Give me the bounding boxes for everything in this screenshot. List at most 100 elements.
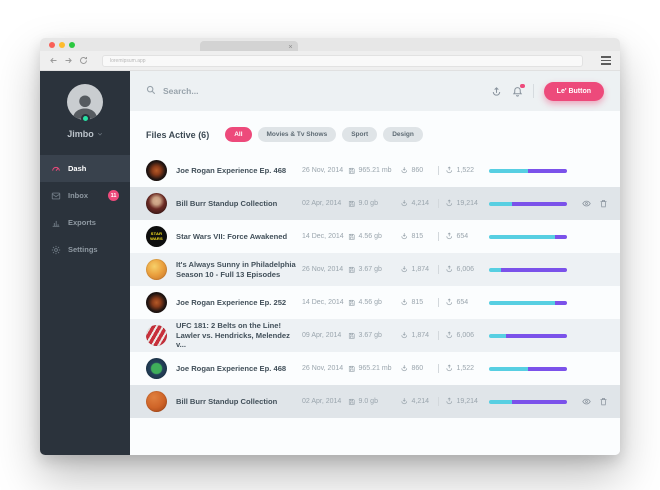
top-header: Le' Button — [130, 71, 620, 111]
table-row[interactable]: Star Wars VII: Force Awakened 14 Dec, 20… — [130, 220, 620, 253]
progress-bar — [489, 366, 567, 371]
sidebar-item-inbox[interactable]: Inbox 11 — [40, 182, 130, 209]
progress-bar — [489, 399, 567, 404]
row-size: 9.0 gb — [358, 398, 378, 405]
table-row[interactable]: Joe Rogan Experience Ep. 468 26 Nov, 201… — [130, 154, 620, 187]
row-downloads: 1,874 — [411, 332, 430, 339]
progress-remaining — [500, 267, 567, 272]
filter-pill-movies-tv[interactable]: Movies & Tv Shows — [257, 127, 337, 142]
window-controls — [49, 42, 75, 48]
tab-close-icon[interactable] — [288, 44, 293, 49]
forward-icon[interactable] — [64, 56, 73, 65]
row-downloads: 4,214 — [411, 200, 430, 207]
row-downloads: 1,874 — [411, 266, 430, 273]
progress-bar — [489, 234, 567, 239]
files-active-label: Files Active (6) — [146, 129, 210, 140]
row-date: 26 Nov, 2014 — [302, 167, 344, 174]
le-button[interactable]: Le' Button — [543, 81, 604, 101]
disk-icon — [348, 398, 356, 406]
notification-dot — [520, 83, 525, 88]
table-row[interactable]: It's Always Sunny in Philadelphia Season… — [130, 253, 620, 286]
progress-downloaded — [489, 234, 555, 239]
filter-pill-all[interactable]: All — [225, 127, 252, 142]
download-icon — [400, 232, 409, 241]
table-row[interactable]: Bill Burr Standup Collection 02 Apr, 201… — [130, 385, 620, 418]
gauge-icon — [51, 164, 61, 174]
download-icon — [400, 199, 409, 208]
sidebar-item-settings[interactable]: Settings — [40, 236, 130, 263]
row-downloads: 815 — [411, 233, 424, 240]
browser-tab[interactable] — [200, 41, 298, 51]
upload-cloud-icon[interactable] — [491, 86, 502, 97]
row-date: 02 Apr, 2014 — [302, 398, 342, 405]
browser-toolbar: loremipsum.app — [40, 51, 620, 71]
progress-bar — [489, 333, 567, 338]
download-icon — [400, 265, 409, 274]
bell-icon[interactable] — [512, 83, 525, 97]
browser-menu-icon[interactable] — [601, 56, 611, 65]
divider — [438, 397, 439, 406]
row-date: 14 Dec, 2014 — [302, 233, 344, 240]
row-title: Joe Rogan Experience Ep. 252 — [176, 297, 287, 307]
progress-remaining — [512, 399, 567, 404]
filter-bar: Files Active (6) All Movies & Tv Shows S… — [130, 111, 620, 154]
divider — [438, 199, 439, 208]
row-avatar — [146, 160, 167, 181]
profile-section: Jimbo — [40, 71, 130, 139]
table-row[interactable]: UFC 181: 2 Belts on the Line! Lawler vs.… — [130, 319, 620, 352]
progress-bar — [489, 201, 567, 206]
table-row[interactable]: Joe Rogan Experience Ep. 252 14 Dec, 201… — [130, 286, 620, 319]
trash-icon[interactable] — [599, 199, 608, 208]
row-date: 26 Nov, 2014 — [302, 266, 344, 273]
eye-icon[interactable] — [582, 199, 591, 208]
row-size: 965.21 mb — [358, 167, 392, 174]
row-uploads: 19,214 — [456, 200, 478, 207]
table-row[interactable]: Joe Rogan Experience Ep. 468 26 Nov, 201… — [130, 352, 620, 385]
row-size: 4.56 gb — [358, 299, 382, 306]
username[interactable]: Jimbo — [40, 129, 130, 139]
row-uploads: 6,006 — [456, 266, 475, 273]
row-title: Bill Burr Standup Collection — [176, 396, 278, 406]
divider — [438, 364, 439, 373]
address-bar[interactable]: loremipsum.app — [102, 54, 583, 67]
row-uploads: 1,522 — [456, 167, 475, 174]
row-avatar — [146, 259, 167, 280]
trash-icon[interactable] — [599, 397, 608, 406]
sidebar-item-dash[interactable]: Dash — [40, 155, 130, 182]
maximize-window-button[interactable] — [69, 42, 75, 48]
download-icon — [400, 298, 409, 307]
divider — [438, 331, 439, 340]
sidebar-item-exports[interactable]: Exports — [40, 209, 130, 236]
row-downloads: 860 — [411, 167, 424, 174]
row-title: UFC 181: 2 Belts on the Line! Lawler vs.… — [176, 320, 290, 350]
back-icon[interactable] — [49, 56, 58, 65]
row-uploads: 654 — [456, 299, 469, 306]
row-title: It's Always Sunny in Philadelphia Season… — [176, 259, 296, 279]
download-icon — [400, 397, 409, 406]
refresh-icon[interactable] — [79, 56, 88, 65]
close-window-button[interactable] — [49, 42, 55, 48]
row-avatar — [146, 391, 167, 412]
url-text: loremipsum.app — [110, 57, 146, 64]
table-row[interactable]: Bill Burr Standup Collection 02 Apr, 201… — [130, 187, 620, 220]
inbox-icon — [51, 191, 61, 201]
progress-downloaded — [489, 168, 528, 173]
filter-pill-sport[interactable]: Sport — [342, 127, 378, 142]
divider — [438, 166, 439, 175]
minimize-window-button[interactable] — [59, 42, 65, 48]
filter-pill-design[interactable]: Design — [383, 127, 423, 142]
row-avatar — [146, 193, 167, 214]
inbox-badge: 11 — [108, 190, 119, 201]
divider — [532, 84, 534, 98]
progress-bar — [489, 300, 567, 305]
row-uploads: 1,522 — [456, 365, 475, 372]
search-bar[interactable] — [146, 82, 273, 100]
search-input[interactable] — [163, 86, 273, 96]
row-downloads: 860 — [411, 365, 424, 372]
row-date: 09 Apr, 2014 — [302, 332, 342, 339]
progress-downloaded — [489, 366, 528, 371]
eye-icon[interactable] — [582, 397, 591, 406]
progress-remaining — [528, 168, 567, 173]
disk-icon — [348, 200, 356, 208]
divider — [438, 298, 439, 307]
